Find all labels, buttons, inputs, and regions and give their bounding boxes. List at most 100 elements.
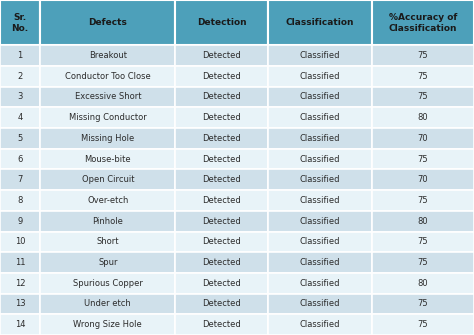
Bar [268,314,372,335]
Bar [40,128,175,149]
Text: Classified: Classified [300,279,340,288]
Text: 75: 75 [418,92,428,102]
Text: Classified: Classified [300,154,340,163]
Text: Open Circuit: Open Circuit [82,175,134,184]
Bar [175,149,268,170]
Text: Detected: Detected [202,92,241,102]
Bar [372,190,474,211]
Text: Classified: Classified [300,113,340,122]
Bar [372,252,474,273]
Text: Excessive Short: Excessive Short [74,92,141,102]
Text: Classified: Classified [300,175,340,184]
Text: 80: 80 [418,113,428,122]
Text: 75: 75 [418,51,428,60]
Text: %Accuracy of
Classification: %Accuracy of Classification [389,12,457,33]
Bar [0,128,40,149]
Text: 10: 10 [15,238,26,246]
Bar [175,231,268,252]
Text: Detected: Detected [202,299,241,309]
Text: Detected: Detected [202,258,241,267]
Text: Classified: Classified [300,320,340,329]
Text: 4: 4 [18,113,23,122]
Text: 3: 3 [18,92,23,102]
Bar [372,107,474,128]
Bar [40,107,175,128]
Text: Detected: Detected [202,72,241,81]
Bar [0,314,40,335]
Bar [268,273,372,293]
Text: Detected: Detected [202,320,241,329]
Bar [40,190,175,211]
Bar [0,293,40,314]
Bar [40,231,175,252]
Bar [175,0,268,45]
Text: Defects: Defects [88,18,128,27]
Bar [0,211,40,231]
Bar [40,293,175,314]
Text: Detected: Detected [202,279,241,288]
Bar [268,66,372,87]
Text: Classified: Classified [300,51,340,60]
Text: Classified: Classified [300,92,340,102]
Bar [40,170,175,190]
Bar [0,170,40,190]
Bar [268,45,372,66]
Bar [268,252,372,273]
Bar [372,314,474,335]
Bar [268,190,372,211]
Bar [0,252,40,273]
Text: 9: 9 [18,217,23,226]
Bar [268,128,372,149]
Text: 75: 75 [418,72,428,81]
Bar [175,45,268,66]
Text: Spurious Copper: Spurious Copper [73,279,143,288]
Text: Classification: Classification [286,18,354,27]
Text: Sr.
No.: Sr. No. [11,12,29,33]
Text: 1: 1 [18,51,23,60]
Bar [268,170,372,190]
Text: Classified: Classified [300,134,340,143]
Text: Under etch: Under etch [84,299,131,309]
Bar [175,128,268,149]
Bar [0,149,40,170]
Bar [175,273,268,293]
Text: 80: 80 [418,217,428,226]
Text: 2: 2 [18,72,23,81]
Bar [372,128,474,149]
Bar [175,190,268,211]
Bar [0,87,40,107]
Bar [40,314,175,335]
Text: 12: 12 [15,279,26,288]
Text: Classified: Classified [300,217,340,226]
Text: Classified: Classified [300,299,340,309]
Bar [40,66,175,87]
Bar [372,45,474,66]
Bar [175,66,268,87]
Text: 70: 70 [418,134,428,143]
Text: 14: 14 [15,320,26,329]
Bar [0,66,40,87]
Bar [268,107,372,128]
Text: Missing Conductor: Missing Conductor [69,113,147,122]
Text: Detected: Detected [202,238,241,246]
Bar [0,190,40,211]
Bar [372,66,474,87]
Text: 75: 75 [418,258,428,267]
Text: Detected: Detected [202,217,241,226]
Text: Detection: Detection [197,18,246,27]
Text: 75: 75 [418,238,428,246]
Text: Detected: Detected [202,113,241,122]
Text: Classified: Classified [300,72,340,81]
Text: Missing Hole: Missing Hole [81,134,135,143]
Bar [175,170,268,190]
Bar [40,45,175,66]
Text: Detected: Detected [202,196,241,205]
Bar [372,293,474,314]
Text: 13: 13 [15,299,26,309]
Text: Classified: Classified [300,238,340,246]
Bar [0,273,40,293]
Text: 80: 80 [418,279,428,288]
Text: Pinhole: Pinhole [92,217,123,226]
Text: Detected: Detected [202,175,241,184]
Bar [372,0,474,45]
